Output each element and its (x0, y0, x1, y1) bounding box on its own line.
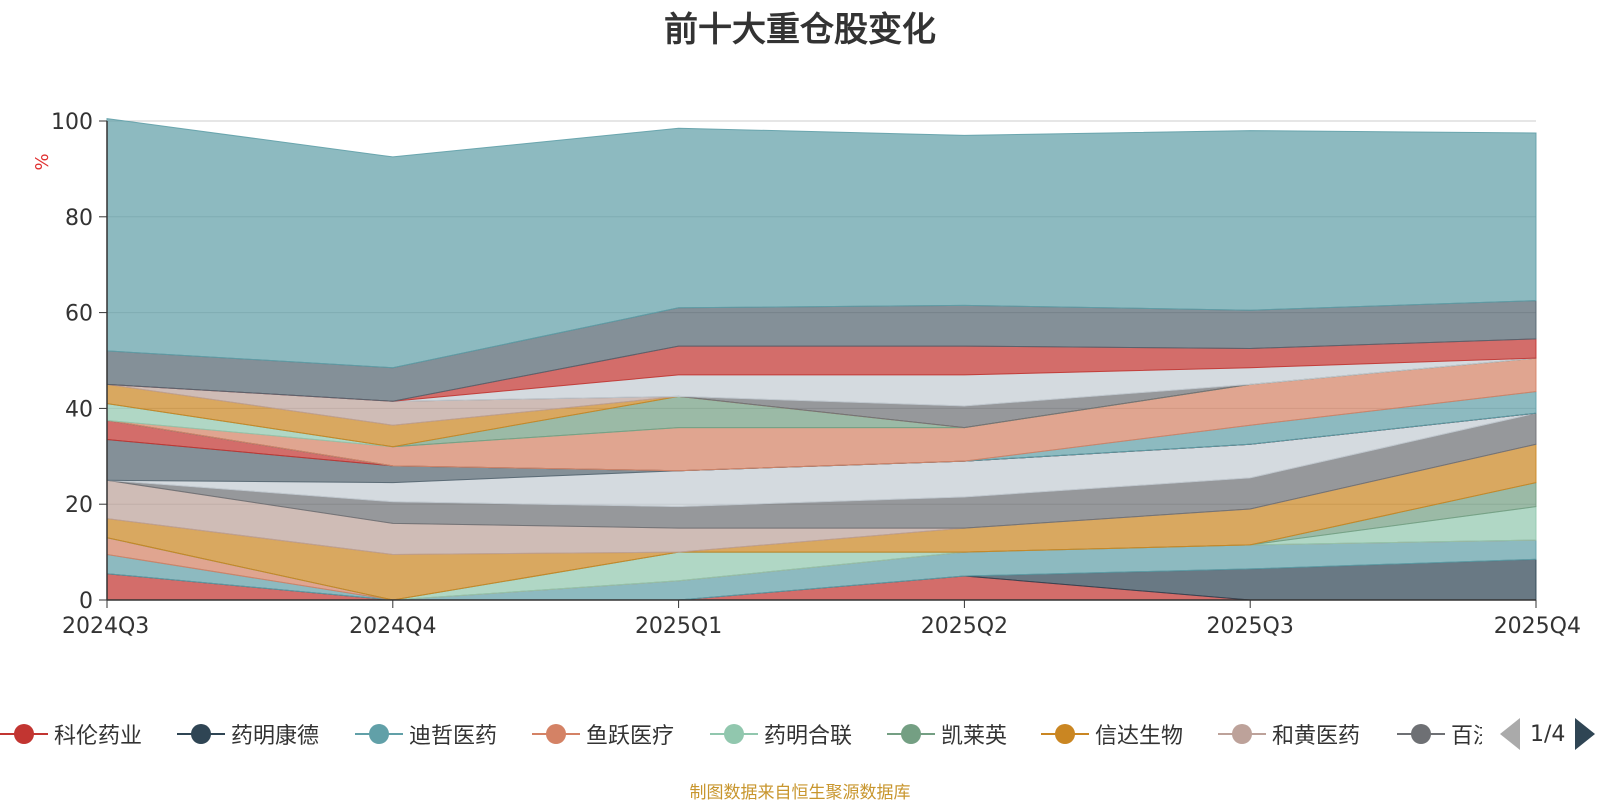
legend-label: 信达生物 (1095, 724, 1184, 749)
legend-pager: 1/4 (1500, 716, 1596, 752)
y-tick-label: 0 (79, 589, 93, 614)
legend-label: 凯莱英 (941, 724, 1008, 749)
y-tick-label: 80 (65, 206, 93, 231)
legend-marker-icon (532, 724, 580, 744)
x-tick-label: 2024Q3 (62, 614, 149, 639)
legend-label: 百济神州 (1451, 724, 1482, 749)
area-series-23 (106, 118, 1537, 369)
x-tick-label: 2024Q4 (349, 614, 436, 639)
stacked-area-chart: 0 20 40 60 80 100 2024Q3 2024Q4 2025Q1 2025Q2 2025… (32, 110, 1581, 639)
legend-item[interactable]: 药明合联 (710, 716, 852, 752)
legend-item[interactable]: 信达生物 (1041, 716, 1183, 752)
chart-legend: 科伦药业 药明康德 迪哲医药 鱼跃医疗 药明合联 凯莱英 信达生物 和黄医药 百济神州 1/4 (0, 716, 1600, 752)
legend-label: 科伦药业 (54, 724, 143, 749)
legend-items: 科伦药业 药明康德 迪哲医药 鱼跃医疗 药明合联 凯莱英 信达生物 和黄医药 百济神州 (0, 716, 1482, 752)
chart-title: 前十大重仓股变化 (664, 10, 936, 50)
x-tick-label: 2025Q4 (1494, 614, 1581, 639)
area-series (106, 118, 1537, 601)
legend-item[interactable]: 凯莱英 (887, 716, 1007, 752)
legend-item[interactable]: 科伦药业 (0, 716, 142, 752)
legend-marker-icon (1218, 724, 1266, 744)
x-tick-label: 2025Q2 (921, 614, 1008, 639)
legend-page-indicator: 1/4 (1530, 721, 1566, 747)
legend-next-page-button[interactable] (1575, 718, 1596, 750)
y-tick-label: 20 (65, 493, 93, 518)
legend-marker-icon (355, 724, 403, 744)
y-tick-label: 40 (65, 397, 93, 422)
legend-marker-icon (1397, 724, 1445, 744)
legend-label: 药明康德 (231, 724, 320, 749)
y-axis-label: % (32, 153, 53, 170)
legend-marker-icon (1041, 724, 1089, 744)
legend-label: 鱼跃医疗 (586, 724, 675, 749)
legend-item[interactable]: 和黄医药 (1218, 716, 1360, 752)
legend-marker-icon (887, 724, 935, 744)
legend-marker-icon (177, 724, 225, 744)
axes: 0 20 40 60 80 100 2024Q3 2024Q4 2025Q1 2025Q2 2025… (51, 110, 1581, 639)
legend-marker-icon (0, 724, 48, 744)
x-tick-label: 2025Q3 (1207, 614, 1294, 639)
legend-label: 迪哲医药 (409, 724, 498, 749)
legend-item[interactable]: 百济神州 (1397, 716, 1482, 752)
legend-label: 和黄医药 (1272, 724, 1361, 749)
y-tick-label: 100 (51, 110, 93, 135)
legend-label: 药明合联 (764, 724, 853, 749)
legend-marker-icon (710, 724, 758, 744)
legend-item[interactable]: 鱼跃医疗 (532, 716, 674, 752)
x-tick-label: 2025Q1 (635, 614, 722, 639)
legend-item[interactable]: 迪哲医药 (355, 716, 497, 752)
legend-prev-page-button[interactable] (1500, 718, 1520, 750)
y-tick-label: 60 (65, 302, 93, 327)
data-source-note: 制图数据来自恒生聚源数据库 (689, 783, 911, 803)
legend-item[interactable]: 药明康德 (177, 716, 319, 752)
